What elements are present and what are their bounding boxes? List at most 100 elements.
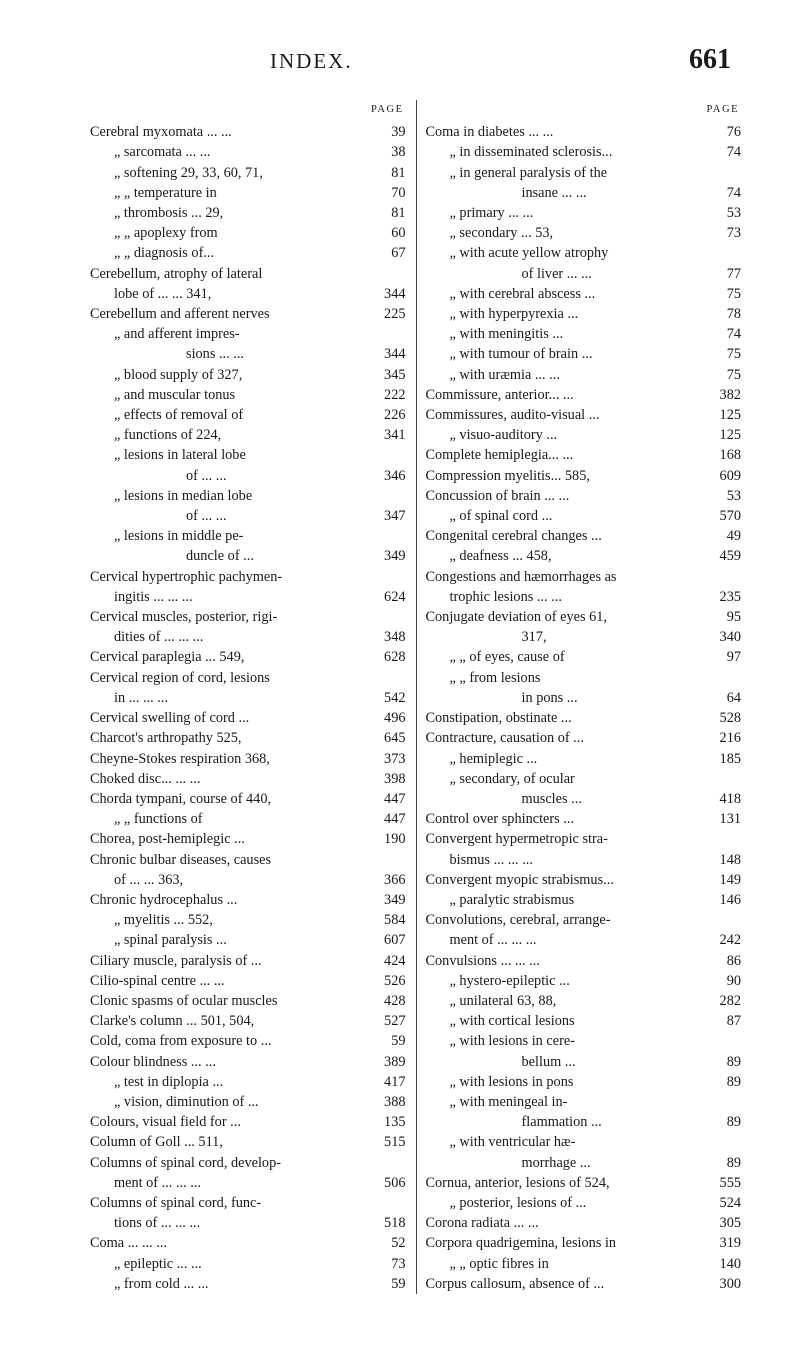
index-entry: Compression myelitis... 585,609 (426, 466, 744, 486)
index-entry: Congestions and hæmorrhages as (426, 567, 744, 587)
page-label-right: PAGE (426, 100, 740, 120)
index-entry: „ „ optic fibres in140 (426, 1254, 744, 1274)
index-entry: „ „ temperature in70 (90, 183, 408, 203)
leader-dots (523, 751, 537, 767)
index-entry: Column of Goll ... 511,515 (90, 1132, 408, 1152)
entry-text: „ „ temperature in (114, 185, 217, 201)
index-entry: „ „ functions of447 (90, 809, 408, 829)
entry-text: „ from cold ... (114, 1276, 209, 1292)
entry-text: „ with cortical lesions (450, 1013, 575, 1029)
index-entry: Colours, visual field for135 (90, 1112, 408, 1132)
index-entry: „ functions of 224,341 (90, 425, 408, 445)
entry-text: „ thrombosis ... 29, (114, 205, 223, 221)
header-title: INDEX. (270, 49, 353, 74)
index-entry: Cervical hypertrophic pachymen- (90, 567, 408, 587)
index-entry: Convolutions, cerebral, arrange- (426, 910, 744, 930)
entry-text: „ epileptic ... (114, 1256, 202, 1272)
entry-text: „ primary ... (450, 205, 534, 221)
entry-text: „ of spinal cord (450, 508, 553, 524)
entry-text: Coma ... ... (90, 1235, 167, 1251)
entry-text: Corona radiata ... (426, 1215, 539, 1231)
entry-text: Cilio-spinal centre ... (90, 973, 225, 989)
leader-dots (212, 468, 226, 484)
entry-text: muscles (522, 791, 582, 807)
index-entry: „ secondary, of ocular (426, 769, 744, 789)
leader-dots (548, 589, 562, 605)
index-entry: of ...347 (90, 506, 408, 526)
leader-dots (555, 488, 569, 504)
entry-text: „ with ventricular hæ- (450, 1134, 576, 1150)
entry-text: Convulsions ... ... (426, 953, 540, 969)
leader-dots (561, 1054, 575, 1070)
index-entry: „ spinal paralysis607 (90, 930, 408, 950)
index-page: INDEX. 661 PAGE Cerebral myxomata ...39„… (0, 0, 801, 1334)
entry-text: Cold, coma from exposure to (90, 1033, 271, 1049)
entry-text: Cerebellum and afferent nerves (90, 306, 270, 322)
leader-dots (539, 124, 553, 140)
index-entry: Clarke's column ... 501, 504,527 (90, 1011, 408, 1031)
entry-text: Cervical paraplegia ... 549, (90, 649, 244, 665)
leader-dots (209, 1074, 223, 1090)
entry-text: Colours, visual field for (90, 1114, 241, 1130)
index-entry: Chorda tympani, course of 440,447 (90, 789, 408, 809)
entry-text: „ sarcomata ... (114, 144, 210, 160)
entry-text: „ „ from lesions (450, 670, 541, 686)
entry-text: Constipation, obstinate (426, 710, 572, 726)
entry-text: of ... ... 363, (114, 872, 183, 888)
index-entry: Constipation, obstinate528 (426, 708, 744, 728)
index-entry: Commissure, anterior...382 (426, 385, 744, 405)
leader-dots (568, 791, 582, 807)
index-entry: „ in disseminated sclerosis...74 (426, 142, 744, 162)
index-entry: Commissures, audito-visual125 (426, 405, 744, 425)
entry-page: 89 (727, 1112, 741, 1132)
entry-text: „ lesions in median lobe (114, 488, 252, 504)
entry-text: „ with lesions in pons (450, 1074, 574, 1090)
leader-dots (564, 306, 578, 322)
index-entry: ment of ... ...506 (90, 1173, 408, 1193)
index-entry: „ vision, diminution of388 (90, 1092, 408, 1112)
entry-text: „ „ apoplexy from (114, 225, 218, 241)
entry-text: „ with meningitis (450, 326, 564, 342)
index-entry: Cerebellum and afferent nerves225 (90, 304, 408, 324)
entry-text: flammation (522, 1114, 602, 1130)
index-entry: „ thrombosis ... 29,81 (90, 203, 408, 223)
leader-dots (559, 447, 573, 463)
entry-text: duncle of (186, 548, 254, 564)
index-entry: flammation 89 (426, 1112, 744, 1132)
index-entry: Cold, coma from exposure to59 (90, 1031, 408, 1051)
entry-text: „ functions of 224, (114, 427, 221, 443)
entry-text: „ secondary, of ocular (450, 771, 575, 787)
index-entry: „ from cold ...59 (90, 1274, 408, 1294)
entry-text: Cheyne-Stokes respiration 368, (90, 751, 270, 767)
entry-text: of liver ... (522, 266, 592, 282)
leader-dots (572, 1195, 586, 1211)
entry-text: „ hystero-epileptic (450, 973, 570, 989)
leader-dots (577, 266, 591, 282)
entry-text: „ visuo-auditory (450, 427, 558, 443)
index-entry: „ with cerebral abscess75 (426, 284, 744, 304)
entry-page: 346 (384, 466, 405, 486)
entry-text: Cervical muscles, posterior, rigi- (90, 609, 277, 625)
entry-text: „ „ diagnosis of... (114, 245, 214, 261)
entry-text: „ and afferent impres- (114, 326, 240, 342)
index-entry: „ with meningitis74 (426, 324, 744, 344)
entry-text: of ... (186, 468, 227, 484)
entry-text: „ posterior, lesions of (450, 1195, 587, 1211)
index-entry: „ in general paralysis of the (426, 163, 744, 183)
entry-text: „ deafness ... 458, (450, 548, 552, 564)
index-entry: Convergent hypermetropic stra- (426, 829, 744, 849)
entry-text: Corpus callosum, absence of (426, 1276, 605, 1292)
entry-page: 340 (720, 627, 741, 647)
entry-text: Congestions and hæmorrhages as (426, 569, 617, 585)
leader-dots (587, 528, 601, 544)
index-entry: Cervical muscles, posterior, rigi- (90, 607, 408, 627)
entry-text: „ unilateral 63, 88, (450, 993, 557, 1009)
index-entry: „ with uræmia ...75 (426, 365, 744, 385)
leader-dots (576, 1155, 590, 1171)
index-entry: „ „ diagnosis of...67 (90, 243, 408, 263)
leader-dots (559, 387, 573, 403)
index-entry: „ lesions in median lobe (90, 486, 408, 506)
index-entry: Coma in diabetes ...76 (426, 122, 744, 142)
entry-text: „ „ functions of (114, 811, 203, 827)
index-entry: Corpus callosum, absence of300 (426, 1274, 744, 1294)
